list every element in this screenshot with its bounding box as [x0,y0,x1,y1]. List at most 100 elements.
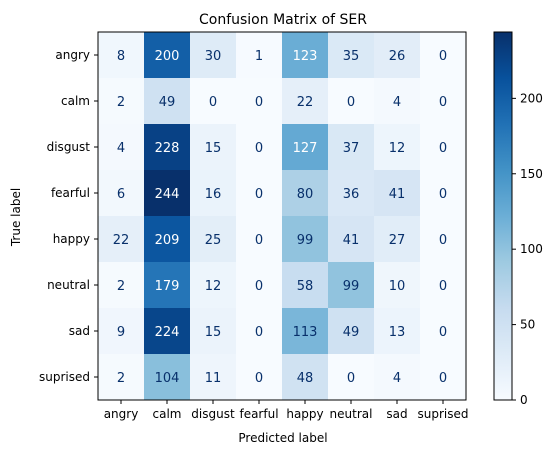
heatmap-cell [144,262,190,308]
cell-value: 16 [205,187,222,202]
heatmap-cell [236,124,282,170]
heatmap-cell [190,124,236,170]
heatmap-cell [190,216,236,262]
cell-value: 0 [439,279,447,294]
x-axis-label: Predicted label [238,431,327,445]
chart-title: Confusion Matrix of SER [199,12,367,28]
cell-value: 99 [343,279,360,294]
heatmap-cell [282,262,328,308]
heatmap-cell [328,124,374,170]
y-tick-label: calm [61,94,90,108]
cell-value: 13 [389,325,406,340]
cell-value: 37 [343,141,360,156]
cell-value: 0 [255,371,263,386]
cell-value: 0 [255,187,263,202]
cell-value: 15 [205,325,222,340]
cell-value: 48 [297,371,314,386]
heatmap-cell [420,262,466,308]
heatmap-cell [420,170,466,216]
y-tick-label: happy [53,232,90,246]
heatmap-cell [144,124,190,170]
y-tick-label: suprised [39,370,90,384]
y-tick-label: fearful [51,186,90,200]
heatmap-cell [328,78,374,124]
cell-value: 41 [343,233,360,248]
x-tick-label: sad [386,407,407,421]
cell-value: 15 [205,141,222,156]
heatmap-cell [98,354,144,400]
heatmap-cell [190,354,236,400]
cell-value: 224 [155,325,180,340]
y-tick-label: sad [69,324,90,338]
heatmap-cell [98,216,144,262]
heatmap-cell [236,170,282,216]
cell-value: 0 [439,233,447,248]
cell-value: 0 [439,95,447,110]
heatmap-cell [236,216,282,262]
cell-value: 209 [155,233,180,248]
heatmap-cell [190,170,236,216]
heatmap-cell [420,124,466,170]
heatmap-cell [144,308,190,354]
y-axis-label: True label [9,188,23,247]
cell-value: 22 [113,233,130,248]
heatmap-cell [236,354,282,400]
heatmap-cell [328,170,374,216]
colorbar-tick-label: 150 [520,167,543,181]
cell-value: 0 [347,371,355,386]
heatmap-cell [374,170,420,216]
colorbar-ticks: 0 50 100 150 200 [512,91,543,407]
cell-value: 2 [117,279,125,294]
heatmap-cell [144,216,190,262]
cell-value: 8 [117,49,125,64]
cell-value: 0 [439,187,447,202]
heatmap-cell [144,354,190,400]
heatmap-cell [420,78,466,124]
heatmap-cell [282,354,328,400]
heatmap-cell [328,262,374,308]
x-axis-ticks: angry calm disgust fearful happy neutral sad su… [104,400,469,421]
heatmap-cell [374,308,420,354]
heatmap-cell [282,308,328,354]
cell-value: 0 [255,279,263,294]
plot-frame [97,31,467,401]
colorbar [493,31,513,401]
cell-value: 11 [205,371,222,386]
y-tick-label: neutral [47,278,90,292]
cell-value: 12 [205,279,222,294]
cell-value: 9 [117,325,125,340]
heatmap-cell [144,78,190,124]
heatmap-cell [282,170,328,216]
cell-value: 41 [389,187,406,202]
heatmap-cell [190,78,236,124]
cell-value: 0 [439,49,447,64]
cell-value: 10 [389,279,406,294]
y-tick-label: disgust [47,140,91,154]
heatmap-cell [236,32,282,78]
heatmap-cell [328,32,374,78]
heatmap-cells [98,32,466,400]
heatmap-cell [98,262,144,308]
heatmap-cell [144,32,190,78]
cell-value: 0 [439,141,447,156]
heatmap-cell [236,262,282,308]
cell-value: 49 [343,325,360,340]
cell-value: 30 [205,49,222,64]
cell-value: 2 [117,371,125,386]
cell-value: 22 [297,95,314,110]
cell-value: 12 [389,141,406,156]
cell-value: 0 [209,95,217,110]
colorbar-tick-label: 100 [520,242,543,256]
heatmap-cell [374,262,420,308]
cell-value: 36 [343,187,360,202]
cell-value: 200 [155,49,180,64]
cell-value: 49 [159,95,176,110]
cell-value: 1 [255,49,263,64]
heatmap-cell [98,124,144,170]
cell-value: 0 [439,325,447,340]
cell-value: 123 [293,49,318,64]
heatmap-cell [282,124,328,170]
heatmap-cell [98,308,144,354]
cell-value: 27 [389,233,406,248]
heatmap-cell [144,170,190,216]
